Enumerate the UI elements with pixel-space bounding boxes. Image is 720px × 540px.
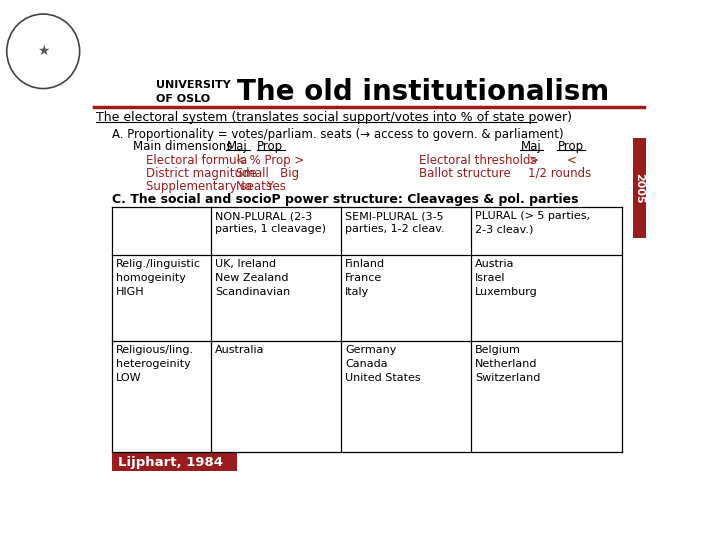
- Text: Lijphart, 1984: Lijphart, 1984: [118, 456, 223, 469]
- Text: ★: ★: [37, 44, 50, 58]
- Text: C. The social and socioP power structure: Cleavages & pol. parties: C. The social and socioP power structure…: [112, 193, 578, 206]
- Text: Electoral formula: Electoral formula: [145, 154, 247, 167]
- Text: >: >: [528, 154, 539, 167]
- Text: Main dimensions: Main dimensions: [132, 140, 232, 153]
- Text: Maj: Maj: [227, 140, 248, 153]
- Text: <: <: [567, 154, 577, 167]
- Text: Ballot structure: Ballot structure: [419, 167, 511, 180]
- Text: SEMI-PLURAL (3-5
parties, 1-2 cleav.: SEMI-PLURAL (3-5 parties, 1-2 cleav.: [345, 211, 445, 234]
- Text: 2005: 2005: [634, 173, 644, 204]
- Text: District magnitude: District magnitude: [145, 167, 256, 180]
- Text: Relig./linguistic
homogeinity
HIGH: Relig./linguistic homogeinity HIGH: [116, 259, 201, 297]
- Text: PLURAL (> 5 parties,
2-3 cleav.): PLURAL (> 5 parties, 2-3 cleav.): [475, 211, 590, 234]
- Text: < % Prop >: < % Prop >: [235, 154, 304, 167]
- Text: Prop: Prop: [557, 140, 584, 153]
- Text: UK, Ireland
New Zealand
Scandinavian: UK, Ireland New Zealand Scandinavian: [215, 259, 290, 297]
- Text: Finland
France
Italy: Finland France Italy: [345, 259, 385, 297]
- Bar: [632, 138, 647, 238]
- Text: 1/2 rounds: 1/2 rounds: [528, 167, 591, 180]
- Text: Austria
Israel
Luxemburg: Austria Israel Luxemburg: [475, 259, 538, 297]
- Text: A. Proportionality = votes/parliam. seats (→ access to govern. & parliament): A. Proportionality = votes/parliam. seat…: [112, 127, 563, 140]
- Text: Religious/ling.
heterogeinity
LOW: Religious/ling. heterogeinity LOW: [116, 345, 194, 383]
- Text: Germany
Canada
United States: Germany Canada United States: [345, 345, 420, 383]
- Text: Prop: Prop: [257, 140, 283, 153]
- Text: Australia: Australia: [215, 345, 264, 355]
- Text: NON-PLURAL (2-3
parties, 1 cleavage): NON-PLURAL (2-3 parties, 1 cleavage): [215, 211, 325, 234]
- Text: The old institutionalism: The old institutionalism: [237, 78, 609, 106]
- Text: Belgium
Netherland
Switzerland: Belgium Netherland Switzerland: [475, 345, 541, 383]
- Text: Electoral thresholds: Electoral thresholds: [419, 154, 537, 167]
- Text: Maj: Maj: [521, 140, 542, 153]
- Text: No    Yes: No Yes: [235, 180, 286, 193]
- Text: UNIVERSITY
OF OSLO: UNIVERSITY OF OSLO: [156, 80, 230, 104]
- Bar: [112, 453, 238, 471]
- Text: Supplementary seats: Supplementary seats: [145, 180, 272, 193]
- Text: The electoral system (translates social support/votes into % of state power): The electoral system (translates social …: [96, 111, 572, 124]
- Text: Small   Big: Small Big: [235, 167, 299, 180]
